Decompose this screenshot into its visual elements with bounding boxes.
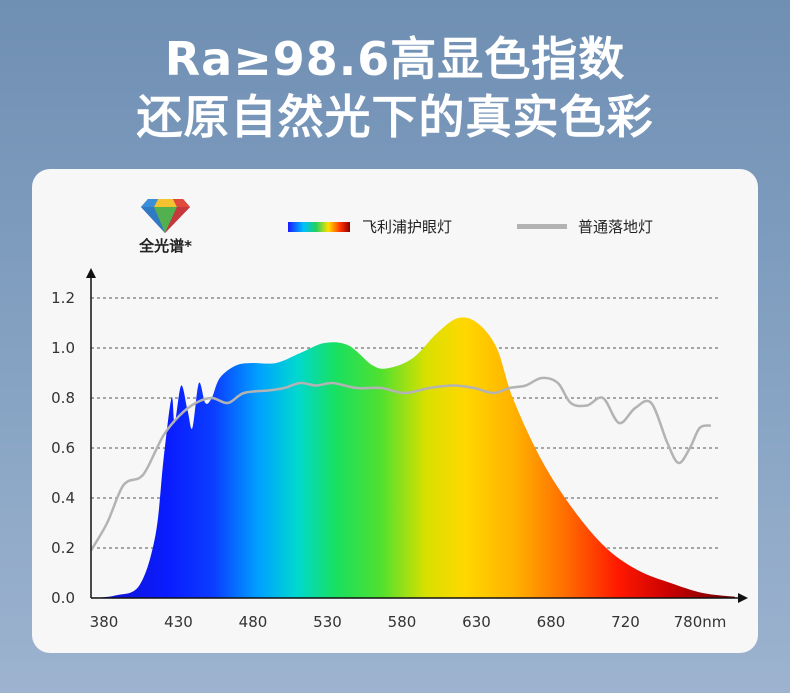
y-tick-label: 0.0 xyxy=(51,589,75,607)
y-tick-label: 1.0 xyxy=(51,339,75,357)
y-tick-label: 1.2 xyxy=(51,289,75,307)
x-tick-label: 720 xyxy=(611,613,640,631)
headline: Ra≥98.6高显色指数 还原自然光下的真实色彩 xyxy=(0,30,790,146)
headline-line-1: Ra≥98.6高显色指数 xyxy=(164,32,626,86)
spectrum-area-series xyxy=(91,317,735,598)
gray-line-series xyxy=(89,376,712,552)
y-tick-label: 0.2 xyxy=(51,539,75,557)
x-tick-label: 680 xyxy=(537,613,566,631)
x-tick-label: 480 xyxy=(239,613,268,631)
legend-spectrum-swatch xyxy=(288,222,350,232)
diamond-icon xyxy=(141,199,190,233)
x-tick-label: 380 xyxy=(90,613,119,631)
x-tick-label: 580 xyxy=(388,613,417,631)
y-tick-label: 0.6 xyxy=(51,439,75,457)
y-axis-arrow xyxy=(86,268,96,278)
y-tick-label: 0.8 xyxy=(51,389,75,407)
x-tick-label: 780nm xyxy=(674,613,727,631)
legend-spectrum-label: 飞利浦护眼灯 xyxy=(362,218,453,236)
legend-gray-swatch xyxy=(517,224,567,229)
full-spectrum-badge: 全光谱* xyxy=(98,193,233,263)
x-tick-label: 530 xyxy=(313,613,342,631)
x-axis-arrow xyxy=(738,593,748,603)
x-tick-label: 630 xyxy=(462,613,491,631)
legend-gray-label: 普通落地灯 xyxy=(578,218,654,236)
headline-line-2: 还原自然光下的真实色彩 xyxy=(136,90,654,144)
x-tick-label: 430 xyxy=(164,613,193,631)
y-tick-label: 0.4 xyxy=(51,489,75,507)
badge-label: 全光谱* xyxy=(139,237,192,255)
